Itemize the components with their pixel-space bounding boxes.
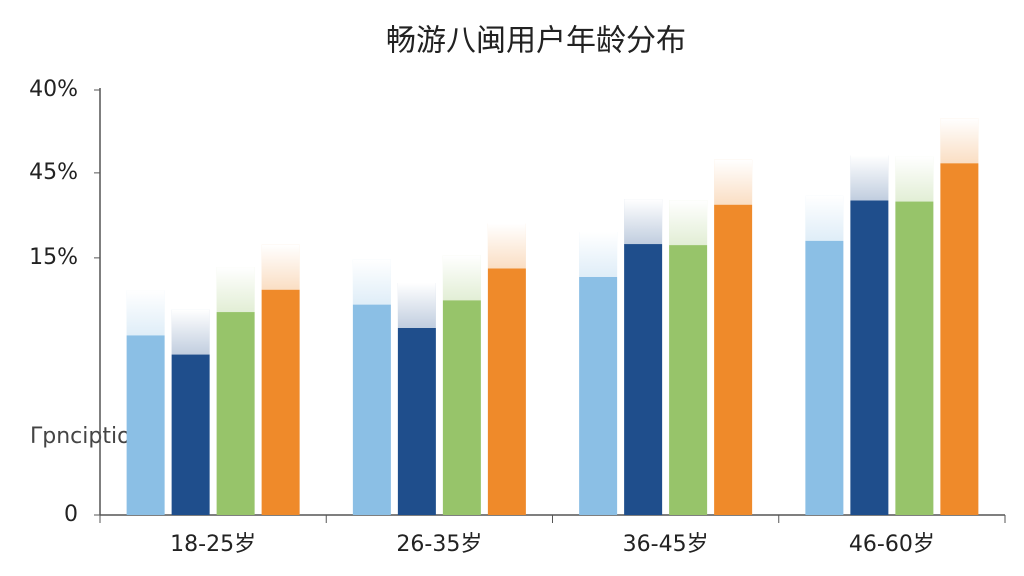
y-tick-label: 45% xyxy=(29,160,78,185)
bar xyxy=(397,328,436,515)
bar-glow xyxy=(669,200,708,246)
bar xyxy=(624,244,663,515)
y-tick-label: 40% xyxy=(29,77,78,102)
bar xyxy=(714,204,753,515)
bar xyxy=(940,163,979,515)
y-tick-label: 0 xyxy=(64,502,78,527)
x-tick-label: 36-45岁 xyxy=(623,532,709,557)
bar-glow xyxy=(714,159,753,205)
chart-title: 畅游八闽用户年龄分布 xyxy=(386,24,686,59)
bar-glow xyxy=(397,283,436,328)
bar-glow xyxy=(352,259,391,305)
bar xyxy=(805,240,844,515)
bar xyxy=(579,277,618,515)
bar xyxy=(261,289,300,515)
bar-glow xyxy=(805,195,844,241)
bar-glow xyxy=(895,156,934,202)
bar-glow xyxy=(624,199,663,245)
x-tick-label: 26-35岁 xyxy=(396,532,482,557)
bar-glow xyxy=(850,155,889,201)
bar xyxy=(216,312,255,515)
bar xyxy=(442,300,481,515)
bar-glow xyxy=(216,267,255,313)
bar xyxy=(895,201,934,515)
bar-glow xyxy=(126,290,165,336)
bar xyxy=(352,304,391,515)
bar-glow xyxy=(442,255,481,301)
bar xyxy=(171,354,210,515)
bar xyxy=(487,268,526,515)
bar-glow xyxy=(171,309,210,355)
bar-glow xyxy=(940,118,979,164)
x-tick-label: 18-25岁 xyxy=(170,532,256,557)
bar xyxy=(126,335,165,515)
bar-glow xyxy=(261,244,300,290)
bar-glow xyxy=(487,223,526,269)
y-tick-label: 15% xyxy=(29,245,78,270)
bar xyxy=(669,245,708,515)
bar xyxy=(850,200,889,515)
x-tick-label: 46-60岁 xyxy=(849,532,935,557)
bar-glow xyxy=(579,232,618,277)
